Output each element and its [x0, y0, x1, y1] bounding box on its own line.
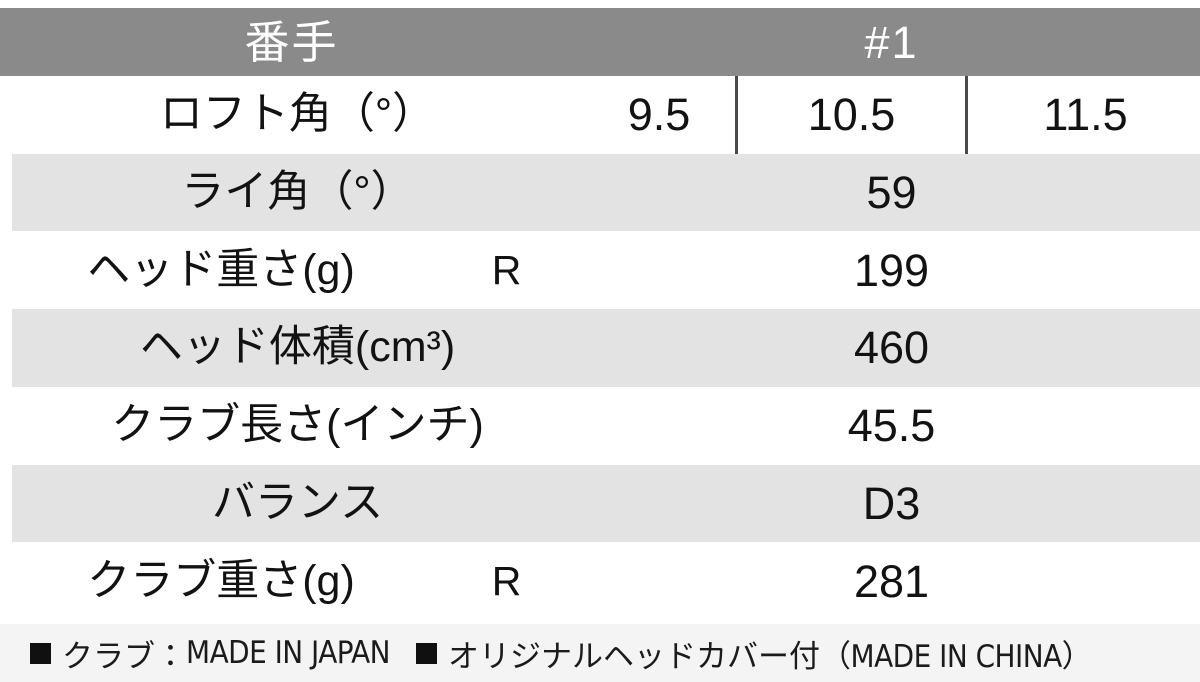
- footnote-bar: クラブ： MADE IN JAPAN オリジナルヘッドカバー付 （MADE IN…: [0, 624, 1200, 682]
- row-label: ロフト角（°）: [12, 76, 584, 154]
- row-value: 45.5: [583, 386, 1200, 465]
- table-row: ヘッド体積(cm³) 460: [0, 309, 1200, 387]
- footnote-item: オリジナルヘッドカバー付 （MADE IN CHINA）: [416, 631, 1093, 676]
- table-body: ロフト角（°） 9.5 10.5 11.5 ライ角（°） 59 ヘッド重さ(: [0, 76, 1200, 620]
- table-row: ライ角（°） 59: [0, 153, 1200, 232]
- footnote-label: オリジナルヘッドカバー付: [448, 638, 821, 675]
- row-value: 199: [583, 231, 1200, 310]
- row-flex-label: R: [430, 542, 584, 620]
- row-label: バランス: [12, 464, 584, 543]
- row-label: クラブ長さ(インチ): [12, 386, 584, 465]
- loft-value-3: 11.5: [965, 76, 1200, 154]
- footnote-origin: MADE IN JAPAN: [186, 635, 391, 671]
- table-row: バランス D3: [0, 464, 1200, 543]
- loft-value-2: 10.5: [735, 76, 966, 154]
- loft-value-1: 9.5: [583, 76, 736, 154]
- table-row: ロフト角（°） 9.5 10.5 11.5: [0, 76, 1200, 154]
- table-row: ヘッド重さ(g) R 199: [0, 231, 1200, 310]
- row-value: D3: [583, 464, 1200, 543]
- header-cell-model-number: #1: [583, 8, 1200, 76]
- header-row: 番手 #1: [0, 8, 1200, 76]
- footnote-label: クラブ：: [62, 638, 186, 675]
- row-value: 281: [583, 542, 1200, 620]
- row-label: ライ角（°）: [12, 153, 584, 232]
- table-row: クラブ長さ(インチ) 45.5: [0, 386, 1200, 465]
- row-gutter: [0, 231, 12, 310]
- header-cell-model-label: 番手: [0, 8, 584, 76]
- row-gutter: [0, 464, 12, 543]
- row-value-group: 9.5 10.5 11.5: [583, 76, 1200, 154]
- footnote-item: クラブ： MADE IN JAPAN: [30, 631, 391, 676]
- row-gutter: [0, 76, 12, 154]
- loft-cell-group: 9.5 10.5 11.5: [583, 76, 1200, 154]
- row-label: ヘッド重さ(g): [12, 231, 430, 310]
- row-gutter: [0, 542, 12, 620]
- table-header: 番手 #1: [0, 8, 1200, 76]
- row-label: ヘッド体積(cm³): [12, 309, 584, 387]
- square-bullet-icon: [416, 642, 438, 664]
- club-spec-table: 番手 #1 ロフト角（°） 9.5 10.5 11.5: [0, 8, 1200, 620]
- footnote-origin: （MADE IN CHINA）: [820, 638, 1093, 675]
- row-value: 59: [583, 153, 1200, 232]
- row-gutter: [0, 153, 12, 232]
- row-flex-label: R: [430, 231, 584, 310]
- table-row: クラブ重さ(g) R 281: [0, 542, 1200, 620]
- row-gutter: [0, 309, 12, 387]
- row-gutter: [0, 386, 12, 465]
- row-label: クラブ重さ(g): [12, 542, 430, 620]
- row-value: 460: [583, 309, 1200, 387]
- square-bullet-icon: [30, 642, 51, 664]
